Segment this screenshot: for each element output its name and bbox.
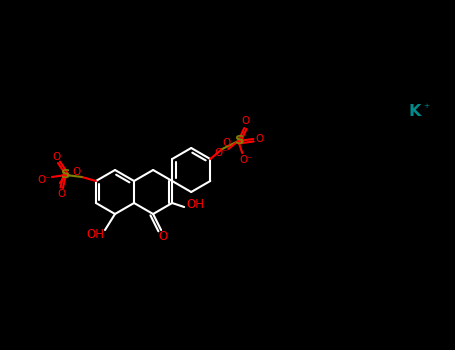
Text: O⁻: O⁻ [214, 148, 228, 158]
Text: OH: OH [186, 198, 204, 211]
Text: O: O [58, 189, 66, 199]
Text: O⁻: O⁻ [239, 155, 253, 165]
Text: ⁺: ⁺ [423, 102, 429, 114]
Text: O⁻: O⁻ [37, 175, 51, 185]
Text: OH: OH [86, 229, 104, 241]
Text: O: O [255, 134, 263, 144]
Text: S: S [61, 168, 71, 182]
Text: O: O [241, 116, 249, 126]
Text: K: K [409, 105, 421, 119]
Text: S: S [235, 134, 245, 147]
Text: O: O [222, 138, 230, 148]
Text: O: O [158, 231, 168, 244]
Text: O: O [53, 152, 61, 162]
Text: O: O [73, 167, 81, 177]
